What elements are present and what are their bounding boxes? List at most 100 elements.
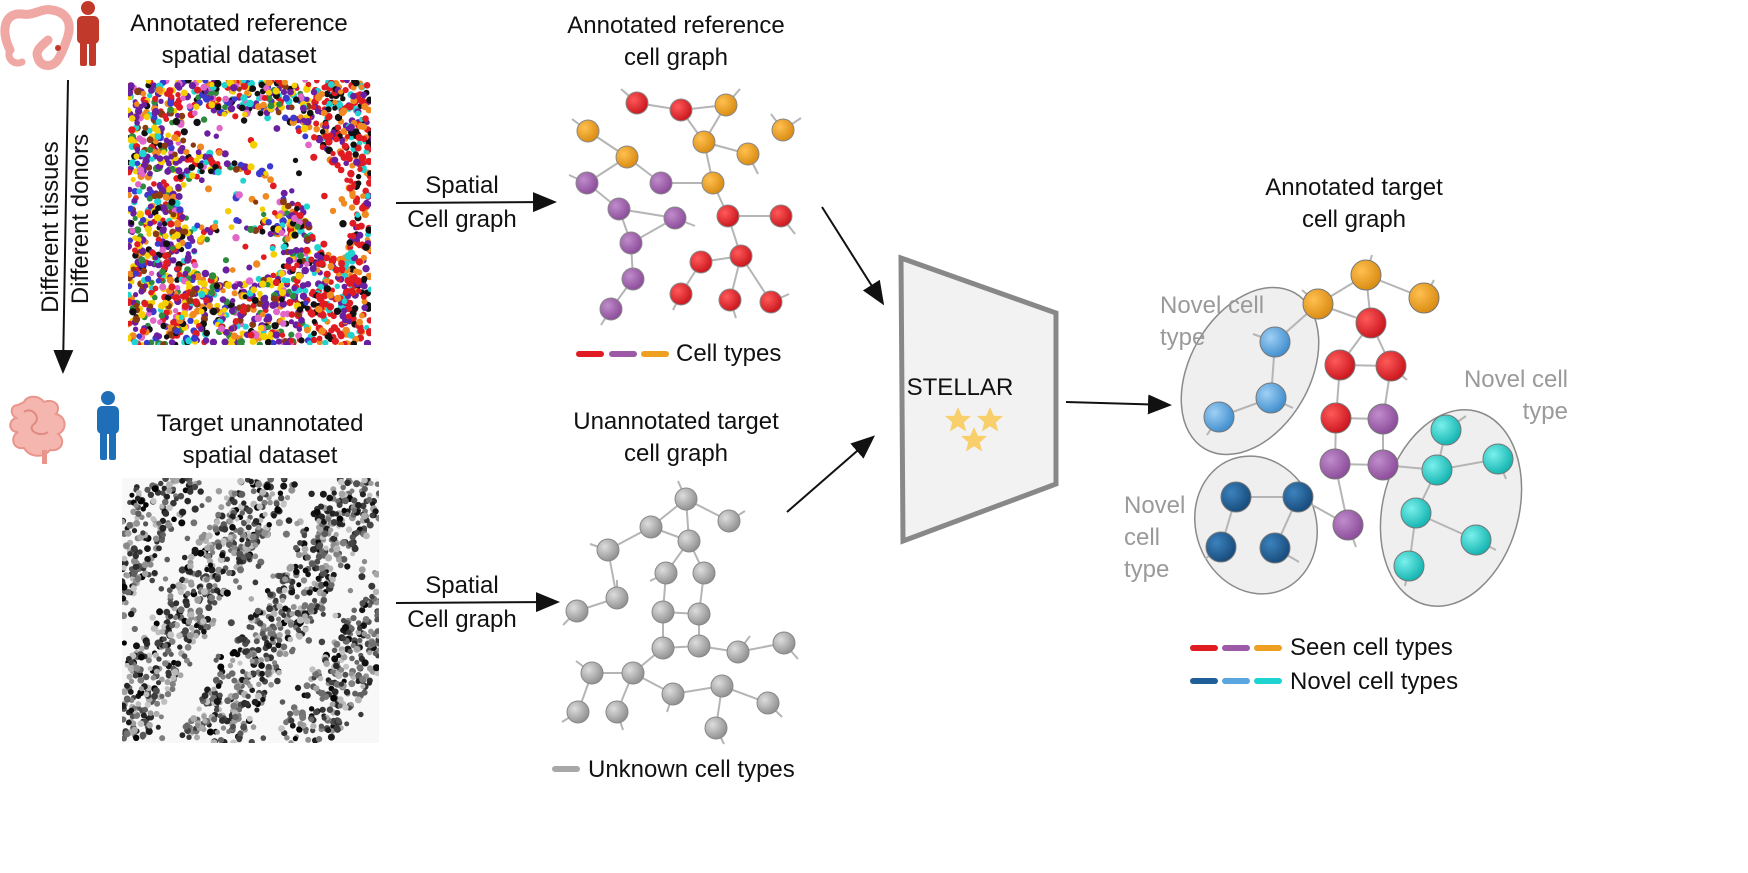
target-tissue-cell-dot — [358, 566, 366, 574]
target-tissue-cell-dot — [325, 516, 331, 522]
reference-tissue-cell-dot — [334, 294, 342, 302]
orange-cell-node — [692, 130, 716, 154]
reference-tissue-cell-dot — [133, 302, 140, 308]
reference-tissue-cell-dot — [148, 279, 155, 286]
target-tissue-cell-dot — [303, 617, 311, 625]
red-cell-node — [769, 204, 793, 228]
reference-tissue-cell-dot — [252, 331, 260, 339]
target-tissue-cell-dot — [313, 685, 320, 692]
reference-tissue-cell-dot — [136, 188, 143, 195]
reference-tissue-cell-dot — [350, 141, 357, 148]
reference-tissue-cell-dot — [184, 80, 192, 84]
reference-tissue-cell-dot — [146, 231, 152, 237]
target-tissue-cell-dot — [330, 720, 336, 726]
reference-tissue-cell-dot — [154, 198, 162, 206]
target-tissue-cell-dot — [174, 660, 182, 667]
target-tissue-cell-dot — [133, 563, 140, 570]
target-tissue-cell-dot — [214, 519, 221, 526]
target-tissue-cell-dot — [245, 693, 251, 699]
reference-tissue-cell-dot — [222, 328, 230, 336]
target-tissue-cell-dot — [164, 690, 172, 698]
target-tissue-cell-dot — [339, 650, 346, 656]
target-tissue-cell-dot — [170, 583, 176, 590]
target-tissue-cell-dot — [354, 696, 362, 704]
target-tissue-cell-dot — [152, 535, 160, 542]
reference-tissue-cell-dot — [231, 290, 238, 297]
reference-tissue-cell-dot — [346, 155, 353, 163]
target-tissue-cell-dot — [356, 664, 364, 671]
target-tissue-cell-dot — [133, 502, 139, 509]
target-tissue-cell-dot — [221, 525, 229, 533]
reference-tissue-cell-dot — [161, 142, 169, 149]
target-tissue-cell-dot — [122, 518, 126, 525]
legend-novel-cyan-swatch — [1254, 678, 1282, 684]
reference-tissue-cell-dot — [232, 166, 240, 173]
target-tissue-cell-dot — [150, 625, 158, 632]
target-tissue-cell-dot — [340, 653, 348, 661]
target-tissue-cell-dot — [318, 689, 326, 697]
reference-tissue-cell-dot — [133, 153, 140, 160]
reference-tissue-cell-dot — [162, 193, 170, 201]
target-tissue-cell-dot — [179, 508, 187, 516]
target-tissue-cell-dot — [237, 584, 243, 591]
reference-tissue-cell-dot — [341, 142, 349, 150]
reference-tissue-cell-dot — [348, 204, 356, 211]
target-tissue-cell-dot — [159, 628, 166, 635]
reference-tissue-cell-dot — [197, 143, 205, 151]
reference-tissue-cell-dot — [360, 123, 368, 131]
reference-tissue-cell-dot — [128, 169, 132, 176]
gray-cell-node — [566, 700, 590, 724]
reference-tissue-cell-dot — [172, 294, 180, 302]
target-tissue-cell-dot — [303, 682, 311, 690]
target-tissue-cell-dot — [173, 621, 181, 629]
target-tissue-cell-dot — [328, 527, 334, 533]
reference-tissue-cell-dot — [280, 310, 287, 318]
reference-tissue-cell-dot — [360, 91, 367, 99]
target-tissue-cell-dot — [288, 486, 296, 494]
colon-icon — [0, 5, 74, 70]
reference-tissue-cell-dot — [333, 135, 340, 143]
reference-tissue-cell-dot — [278, 270, 285, 277]
target-tissue-cell-dot — [331, 688, 339, 696]
target-tissue-cell-dot — [166, 504, 173, 512]
target-tissue-cell-dot — [220, 725, 227, 731]
reference-tissue-cell-dot — [191, 248, 197, 254]
target-tissue-cell-dot — [232, 692, 239, 700]
reference-tissue-cell-dot — [182, 292, 190, 299]
target-tissue-cell-dot — [358, 573, 366, 581]
reference-tissue-cell-dot — [145, 80, 152, 84]
target-tissue-cell-dot — [270, 646, 277, 653]
gray-cell-node — [651, 600, 675, 624]
target-tissue-cell-dot — [179, 732, 186, 739]
target-tissue-cell-dot — [329, 728, 336, 734]
target-tissue-cell-dot — [355, 501, 362, 509]
reference-tissue-cell-dot — [244, 90, 250, 96]
target-tissue-cell-dot — [171, 516, 177, 523]
target-tissue-cell-dot — [375, 609, 379, 615]
target-tissue-cell-dot — [177, 492, 185, 500]
target-tissue-cell-dot — [212, 676, 220, 684]
reference-tissue-cell-dot — [357, 166, 363, 172]
reference-tissue-cell-dot — [222, 95, 229, 103]
reference-tissue-cell-dot — [128, 270, 135, 278]
reference-tissue-cell-dot — [208, 289, 215, 296]
gray-cell-node — [596, 538, 620, 562]
reference-tissue-cell-dot — [135, 181, 142, 188]
reference-tissue-cell-dot — [221, 338, 229, 345]
reference-tissue-cell-dot — [163, 309, 170, 316]
target-tissue-cell-dot — [255, 524, 262, 531]
reference-tissue-cell-dot — [229, 267, 236, 273]
target-tissue-cell-dot — [167, 631, 175, 639]
target-tissue-cell-dot — [362, 616, 370, 623]
target-tissue-cell-dot — [163, 608, 171, 616]
reference-tissue-cell-dot — [342, 272, 349, 279]
target-tissue-cell-dot — [376, 633, 379, 639]
reference-tissue-cell-dot — [180, 137, 187, 144]
target-tissue-cell-dot — [243, 678, 250, 685]
target-tissue-cell-dot — [351, 545, 359, 553]
reference-tissue-cell-dot — [146, 195, 153, 202]
target-tissue-cell-dot — [312, 597, 318, 604]
reference-tissue-cell-dot — [291, 82, 298, 89]
target-tissue-cell-dot — [281, 587, 288, 594]
reference-tissue-cell-dot — [178, 112, 186, 120]
